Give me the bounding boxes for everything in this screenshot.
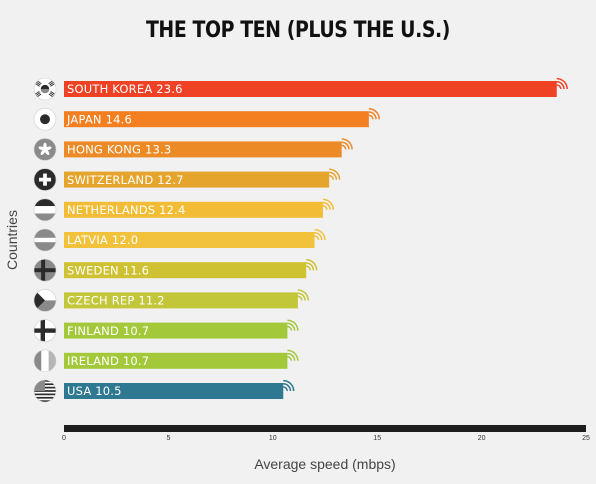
bar-signal-arc <box>287 322 296 331</box>
bar <box>64 322 288 339</box>
bar-signal-arc <box>556 77 568 90</box>
x-axis-label: Average speed (mbps) <box>254 456 396 472</box>
bar-signal-arc <box>329 174 334 180</box>
bar-signal-arc <box>306 265 311 271</box>
x-axis-line <box>64 425 586 432</box>
x-tick-label: 15 <box>373 435 381 442</box>
bar-signal-arc <box>306 259 318 271</box>
bar-row-switzerland: SWITZERLAND 12.7 <box>33 168 341 191</box>
bar-label: SOUTH KOREA 23.6 <box>67 82 183 96</box>
switzerland-flag-icon <box>33 168 57 191</box>
bar <box>64 352 288 369</box>
bar-signal-arc <box>306 262 315 271</box>
bar-signal-arc <box>283 379 295 392</box>
bar-signal-arc <box>556 84 562 90</box>
bar-signal-arc <box>368 108 380 120</box>
bar-signal-arc <box>341 138 353 150</box>
bar-row-japan: JAPAN 14.6 <box>33 107 380 131</box>
bar-signal-arc <box>314 232 323 241</box>
bar <box>64 171 330 188</box>
bar-row-usa: USA 10.5 <box>33 379 295 403</box>
bar-label: CZECH REP 11.2 <box>67 294 165 308</box>
bar-signal-arc <box>287 319 299 331</box>
bar <box>64 111 369 128</box>
bar-label: FINLAND 10.7 <box>67 324 149 338</box>
x-tick-label: 0 <box>62 435 66 442</box>
x-tick-label: 10 <box>269 435 277 442</box>
usa-flag-icon <box>33 379 57 403</box>
bar-signal-arc <box>314 228 326 241</box>
bar <box>64 201 323 218</box>
netherlands-flag-icon <box>33 198 57 222</box>
bar-row-south-korea: SOUTH KOREA 23.6 <box>33 77 568 101</box>
x-tick-label: 5 <box>166 435 170 442</box>
bar-signal-arc <box>287 325 293 331</box>
bar <box>64 383 284 399</box>
bar-row-sweden: SWEDEN 11.6 <box>33 258 318 282</box>
bar <box>64 81 557 97</box>
bar-signal-arc <box>287 356 293 361</box>
bar-signal-arc <box>297 289 310 301</box>
japan-flag-icon <box>33 107 57 131</box>
finland-flag-icon <box>33 319 57 342</box>
bar-signal-arc <box>322 198 335 210</box>
hong-kong-flag-icon <box>33 138 57 161</box>
x-tick-label: 25 <box>582 435 590 442</box>
bar-signal-arc <box>297 292 306 301</box>
bar <box>64 292 298 309</box>
bar-signal-arc <box>329 171 338 180</box>
bar <box>64 262 307 279</box>
bar-signal-arc <box>322 201 331 210</box>
bar-row-hong-kong: HONG KONG 13.3 <box>33 138 353 161</box>
bar-signal-arc <box>341 141 350 150</box>
bar <box>64 232 315 248</box>
bar-label: HONG KONG 13.3 <box>67 143 171 157</box>
bar-label: SWEDEN 11.6 <box>67 263 149 277</box>
bar-row-ireland: IRELAND 10.7 <box>33 349 299 373</box>
bar-signal-arc <box>297 295 303 301</box>
bar-signal-arc <box>287 352 296 361</box>
bar-signal-arc <box>556 81 565 90</box>
bar-row-latvia: LATVIA 12.0 <box>33 228 326 252</box>
bar-label: JAPAN 14.6 <box>66 112 132 126</box>
bar-signal-arc <box>322 205 328 210</box>
south-korea-flag-icon <box>33 77 57 101</box>
bar-signal-arc <box>341 144 347 150</box>
sweden-flag-icon <box>33 258 57 282</box>
bar-signal-arc <box>283 386 288 392</box>
latvia-flag-icon <box>33 228 57 252</box>
bar-signal-arc <box>314 235 320 241</box>
bar <box>64 141 342 158</box>
bar-row-finland: FINLAND 10.7 <box>33 319 299 342</box>
bar-label: USA 10.5 <box>67 384 122 398</box>
bar-label: NETHERLANDS 12.4 <box>67 203 186 217</box>
czech-republic-flag-icon <box>33 289 57 312</box>
bar-signal-arc <box>329 168 341 180</box>
bar-label: LATVIA 12.0 <box>67 233 138 247</box>
bar-signal-arc <box>368 111 377 120</box>
ireland-flag-icon <box>33 349 57 373</box>
bar-label: SWITZERLAND 12.7 <box>67 173 184 187</box>
bar-row-czech-republic: CZECH REP 11.2 <box>33 289 310 312</box>
bar-row-netherlands: NETHERLANDS 12.4 <box>33 198 335 222</box>
bar-label: IRELAND 10.7 <box>67 354 149 368</box>
bar-signal-arc <box>283 383 292 392</box>
bar-signal-arc <box>287 349 299 361</box>
bar-signal-arc <box>368 114 374 120</box>
x-tick-label: 20 <box>478 435 486 442</box>
chart-title: THE TOP TEN (PLUS THE U.S.) <box>145 18 451 43</box>
